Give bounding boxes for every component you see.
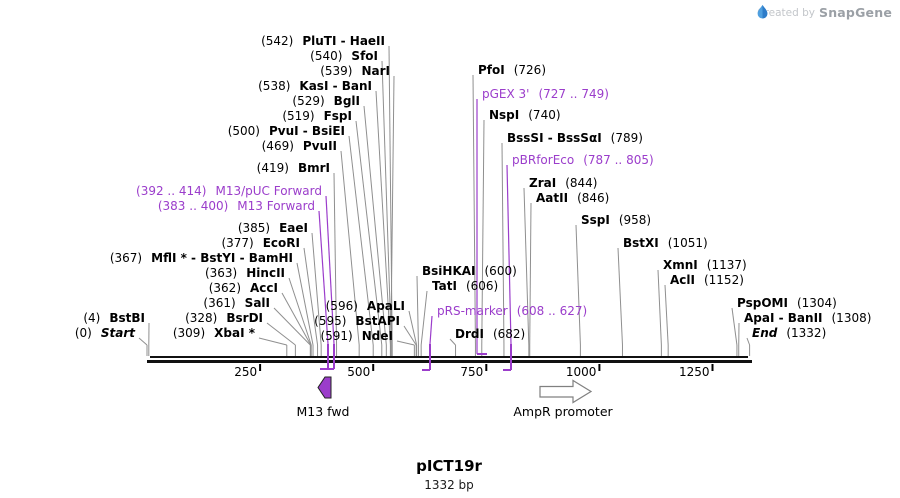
- connector-line: [340, 150, 360, 346]
- connector-line: [355, 120, 383, 346]
- connector-line: [273, 307, 311, 346]
- site-label-bsrdi: (328) BsrDI: [185, 311, 263, 325]
- connector-line: [390, 75, 395, 346]
- site-label-bmri: (419) BmrI: [256, 161, 330, 175]
- connector-line: [375, 90, 391, 346]
- snapgene-drop-icon: [757, 5, 768, 19]
- snapgene-brand-text: SnapGene: [819, 5, 892, 20]
- connector-line: [325, 195, 335, 345]
- ruler-number: 750: [460, 365, 484, 379]
- site-label-apai-banii: ApaI - BanII (1308): [744, 311, 872, 325]
- site-label-pluti-haeii: (542) PluTI - HaeII: [261, 34, 385, 48]
- connector-line: [333, 172, 338, 346]
- site-label-sfoi: (540) SfoI: [310, 49, 378, 63]
- connector-line: [403, 325, 417, 346]
- ruler-number: 1000: [565, 365, 597, 379]
- snapgene-watermark: Created by SnapGene: [757, 5, 892, 20]
- site-label-m13-puc-forward: (392 .. 414) M13/pUC Forward: [136, 184, 322, 198]
- connector-line: [746, 337, 751, 346]
- connector-line: [296, 262, 314, 346]
- site-label-drdi: DrdI (682): [455, 327, 526, 341]
- map-title: pICT19r 1332 bp: [349, 457, 549, 492]
- connector-line: [501, 142, 505, 346]
- connector-line: [420, 290, 428, 346]
- site-label-acli: AclI (1152): [670, 273, 744, 287]
- connector-line: [348, 135, 374, 346]
- connector-line: [408, 310, 418, 346]
- connector-line: [288, 277, 312, 346]
- m13-fwd-arrow: [317, 376, 332, 399]
- connector-line: [381, 60, 392, 346]
- created-by-text: Created by: [757, 6, 815, 19]
- plasmid-size: 1332 bp: [424, 478, 474, 492]
- connector-line: [472, 74, 476, 346]
- site-label-nari: (539) NarI: [320, 64, 390, 78]
- connector-line: [258, 337, 287, 346]
- site-label-nspi: NspI (740): [489, 108, 561, 122]
- site-label-pgex-3: pGEX 3' (727 .. 749): [482, 87, 609, 101]
- site-label-eaei: (385) EaeI: [237, 221, 308, 235]
- site-label-bstbi: (4) BstBI: [83, 311, 145, 325]
- site-label-bgli: (529) BglI: [292, 94, 360, 108]
- site-label-zrai: ZraI (844): [529, 176, 598, 190]
- site-label-sali: (361) SalI: [203, 296, 270, 310]
- site-label-pspomi: PspOMI (1304): [737, 296, 837, 310]
- ruler-number: 250: [234, 365, 258, 379]
- connector-line: [318, 210, 329, 345]
- connector-line: [481, 119, 485, 346]
- site-label-ecori: (377) EcoRI: [221, 236, 300, 250]
- connector-line: [138, 337, 148, 346]
- connector-line: [416, 275, 419, 346]
- ruler-number: 1250: [678, 365, 710, 379]
- site-label-bstxi: BstXI (1051): [623, 236, 708, 250]
- connector-line: [617, 247, 623, 346]
- connector-line: [657, 269, 662, 346]
- site-label-fspi: (519) FspI: [282, 109, 352, 123]
- plasmid-name: pICT19r: [416, 457, 482, 475]
- connector-line: [363, 105, 387, 346]
- site-label-pvui-bsiei: (500) PvuI - BsiEI: [227, 124, 345, 138]
- site-label-bstapi: (595) BstAPI: [314, 314, 400, 328]
- connector-line: [311, 232, 322, 346]
- site-label-kasi-bani: (538) KasI - BanI: [258, 79, 372, 93]
- site-label-bsssi-bsss-i: BssSI - BssSαI (789): [507, 131, 643, 145]
- connector-line: [396, 340, 415, 346]
- site-label-end: End (1332): [752, 326, 827, 340]
- site-label-sspi: SspI (958): [581, 213, 652, 227]
- site-label-pbrforeco: pBRforEco (787 .. 805): [512, 153, 654, 167]
- site-label-acci: (362) AccI: [208, 281, 278, 295]
- connector-line: [303, 247, 319, 346]
- connector-line: [731, 307, 738, 346]
- site-label-tati: TatI (606): [432, 279, 499, 293]
- site-label-bsihkai: BsiHKAI (600): [422, 264, 517, 278]
- site-label-aatii: AatII (846): [536, 191, 610, 205]
- connector-line: [266, 322, 296, 346]
- site-label-xbai: (309) XbaI *: [172, 326, 255, 340]
- site-label-m13-forward: (383 .. 400) M13 Forward: [157, 199, 315, 213]
- connector-line: [529, 202, 532, 346]
- connector-line: [506, 164, 512, 345]
- ampr-promoter-arrow: [539, 379, 593, 404]
- m13-fwd-label: M13 fwd: [296, 404, 350, 419]
- connector-line: [429, 315, 433, 345]
- connector-line: [664, 284, 669, 346]
- connector-line: [449, 338, 456, 346]
- site-label-mfli-bstyi-bamhi: (367) MflI * - BstYI - BamHI: [109, 251, 293, 265]
- ruler-number: 500: [347, 365, 371, 379]
- site-label-ndei: (591) NdeI: [320, 329, 393, 343]
- site-label-hincii: (363) HincII: [204, 266, 285, 280]
- site-label-xmni: XmnI (1137): [663, 258, 747, 272]
- site-label-apali: (596) ApaLI: [325, 299, 405, 313]
- connector-line: [523, 187, 530, 346]
- site-label-pfoi: PfoI (726): [478, 63, 547, 77]
- site-label-prs-marker: pRS-marker (608 .. 627): [437, 304, 588, 318]
- connector-line: [575, 224, 581, 346]
- site-label-start: (0) Start: [74, 326, 135, 340]
- connector-line: [281, 292, 312, 346]
- site-label-pvuii: (469) PvuII: [261, 139, 337, 153]
- ampr-promoter-label: AmpR promoter: [513, 404, 613, 419]
